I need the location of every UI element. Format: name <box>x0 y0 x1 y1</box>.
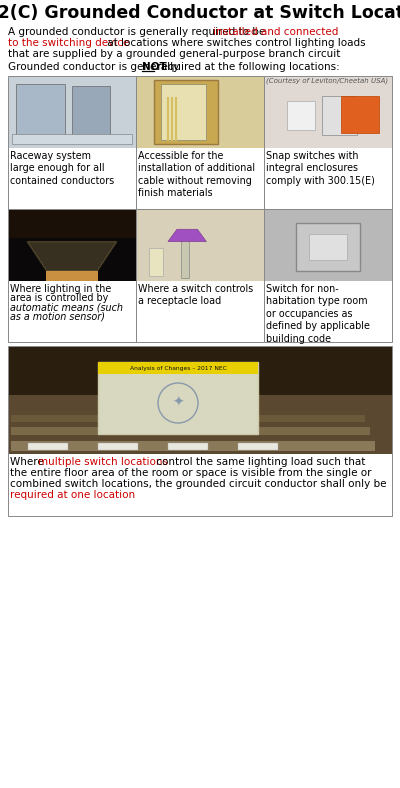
Text: required at one location: required at one location <box>10 490 135 500</box>
Text: required at the following locations:: required at the following locations: <box>154 62 340 72</box>
Bar <box>238 443 278 450</box>
Bar <box>98 362 258 374</box>
Bar <box>322 95 358 136</box>
Text: combined switch locations, the grounded circuit conductor shall only be: combined switch locations, the grounded … <box>10 479 386 489</box>
Bar <box>264 76 392 209</box>
Bar <box>8 395 392 454</box>
Bar <box>296 224 360 270</box>
Text: (Courtesy of Leviton/Cheetah USA): (Courtesy of Leviton/Cheetah USA) <box>266 77 388 84</box>
Text: Accessible for the
installation of additional
cable without removing
finish mate: Accessible for the installation of addit… <box>138 151 256 199</box>
Text: control the same lighting load such that: control the same lighting load such that <box>153 457 365 467</box>
Bar <box>11 415 365 422</box>
Bar <box>264 210 392 281</box>
Bar <box>8 346 392 516</box>
Text: installed and connected: installed and connected <box>213 27 338 37</box>
Bar <box>8 209 136 342</box>
Bar <box>11 441 375 451</box>
Bar <box>8 347 392 454</box>
Bar <box>11 427 370 435</box>
Text: Grounded conductor is generally: Grounded conductor is generally <box>8 62 182 72</box>
Text: that are supplied by a grounded general-purpose branch circuit: that are supplied by a grounded general-… <box>8 49 340 59</box>
Text: 404.2(C) Grounded Conductor at Switch Locations: 404.2(C) Grounded Conductor at Switch Lo… <box>0 4 400 22</box>
Bar <box>98 362 258 434</box>
Text: Where: Where <box>10 457 47 467</box>
Text: Switch for non-
habitation type room
or occupancies as
defined by applicable
bui: Switch for non- habitation type room or … <box>266 284 370 344</box>
Text: Analysis of Changes – 2017 NEC: Analysis of Changes – 2017 NEC <box>130 366 226 370</box>
Text: ✦: ✦ <box>172 396 184 410</box>
Bar <box>28 443 68 450</box>
Bar <box>8 76 136 209</box>
Bar <box>8 238 136 281</box>
Text: area is controlled by: area is controlled by <box>10 293 109 303</box>
Text: the entire floor area of the room or space is visible from the single or: the entire floor area of the room or spa… <box>10 468 372 478</box>
Text: at locations where switches control lighting loads: at locations where switches control ligh… <box>104 38 366 48</box>
Bar <box>136 209 264 342</box>
Text: to the switching device: to the switching device <box>8 38 129 48</box>
Text: A grounded conductor is generally required to be: A grounded conductor is generally requir… <box>8 27 268 37</box>
Bar <box>136 76 264 209</box>
Bar <box>12 135 132 144</box>
Bar <box>264 209 392 342</box>
Bar <box>149 248 163 276</box>
Bar <box>264 76 392 148</box>
Bar <box>168 443 208 450</box>
Text: NOT: NOT <box>142 62 166 72</box>
Bar <box>287 102 315 130</box>
Bar <box>98 443 138 450</box>
Bar <box>309 234 347 260</box>
Text: automatic means (such: automatic means (such <box>10 303 124 313</box>
Bar <box>181 234 189 278</box>
Polygon shape <box>27 242 117 270</box>
Bar <box>72 86 110 139</box>
Text: Where lighting in the: Where lighting in the <box>10 284 112 294</box>
Text: Where a switch controls
a receptacle load: Where a switch controls a receptacle loa… <box>138 284 254 307</box>
Bar <box>154 80 218 144</box>
Text: Raceway system
large enough for all
contained conductors: Raceway system large enough for all cont… <box>10 151 115 186</box>
Bar <box>8 210 136 281</box>
Bar <box>8 76 136 148</box>
Bar <box>16 84 65 143</box>
Bar <box>136 210 264 281</box>
Bar <box>136 76 264 148</box>
Text: Snap switches with
integral enclosures
comply with 300.15(E): Snap switches with integral enclosures c… <box>266 151 375 186</box>
Bar <box>161 84 206 140</box>
Polygon shape <box>168 229 206 242</box>
Bar <box>341 96 379 132</box>
Text: multiple switch locations: multiple switch locations <box>38 457 168 467</box>
Bar <box>46 270 98 281</box>
Text: as a motion sensor): as a motion sensor) <box>10 312 106 322</box>
